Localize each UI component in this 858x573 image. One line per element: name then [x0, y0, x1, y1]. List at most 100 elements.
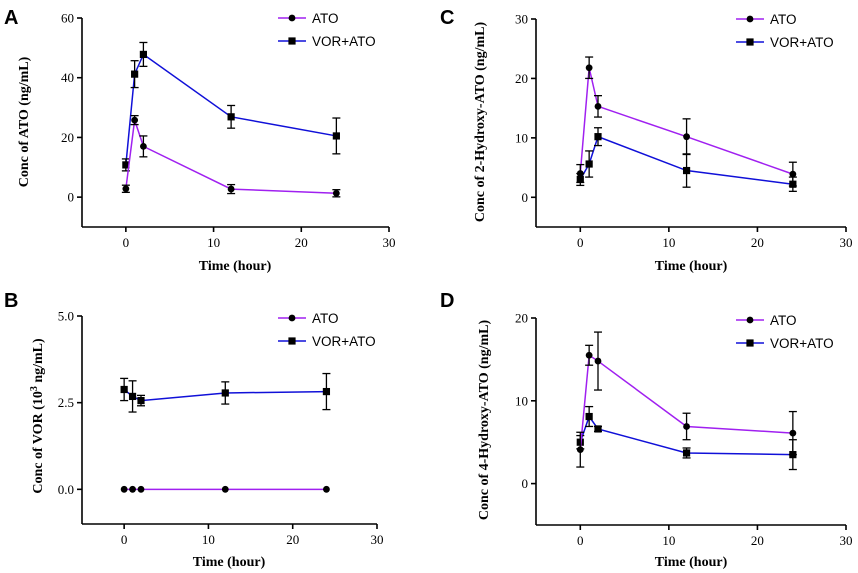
y-tick-label: 0	[68, 190, 75, 205]
data-point	[131, 116, 139, 124]
y-tick-label: 5.0	[58, 309, 74, 324]
x-tick-label: 10	[207, 235, 220, 250]
data-point	[323, 485, 330, 493]
data-point	[789, 429, 797, 437]
legend: ATO VOR+ATO	[278, 11, 376, 49]
data-point	[576, 446, 584, 454]
data-point	[322, 387, 331, 396]
legend-marker	[288, 14, 296, 22]
y-tick-label: 40	[61, 70, 74, 85]
legend-label: ATO	[312, 311, 339, 326]
legend-marker	[746, 339, 754, 347]
legend-label: ATO	[770, 313, 797, 328]
data-point	[221, 389, 229, 397]
x-axis-title: Time (hour)	[655, 555, 728, 570]
y-axis-title: Conc of VOR (103 ng/mL)	[29, 338, 47, 494]
legend-label: VOR+ATO	[312, 34, 376, 49]
data-point	[128, 392, 137, 401]
data-point	[585, 64, 593, 72]
y-tick-label: 60	[61, 11, 74, 26]
y-tick-label: 30	[515, 12, 528, 27]
x-tick-label: 30	[840, 235, 853, 250]
data-point	[122, 161, 130, 169]
panel-c: C 0 10 20 30 0 10 20 30 Time (hour) Conc of 2-Hydr…	[440, 7, 853, 274]
data-point	[122, 185, 130, 193]
series-vor-ato	[120, 372, 331, 413]
y-axis-title-tail: ng/mL)	[31, 338, 46, 386]
x-tick-label: 30	[383, 235, 396, 250]
x-tick-label: 10	[662, 533, 675, 548]
x-tick-label: 0	[577, 235, 584, 250]
x-axis-title: Time (hour)	[655, 259, 728, 274]
y-axis-title: Conc of ATO (ng/mL)	[17, 56, 32, 187]
panel-letter: C	[440, 7, 454, 29]
data-point	[120, 485, 128, 493]
data-point	[585, 160, 593, 168]
x-tick-label: 0	[121, 532, 128, 547]
panel-d: D 0 10 20 30 0 10 20 Time (hour) Conc of 4-Hydrox…	[440, 290, 853, 570]
data-point	[594, 102, 602, 110]
series-ato	[576, 56, 797, 187]
y-tick-label: 10	[515, 130, 528, 145]
legend-label: ATO	[770, 12, 797, 27]
x-tick-label: 10	[662, 235, 675, 250]
y-tick-label: 0	[522, 476, 529, 491]
series-line	[125, 119, 337, 195]
panel-letter: B	[4, 290, 18, 312]
data-point	[131, 70, 139, 78]
panel-letter: A	[4, 7, 18, 29]
legend-label: VOR+ATO	[770, 336, 834, 351]
series-ato	[120, 485, 330, 493]
legend: ATO VOR+ATO	[736, 12, 834, 50]
y-tick-label: 20	[61, 130, 74, 145]
data-point	[682, 449, 691, 457]
legend: ATO VOR+ATO	[278, 311, 376, 349]
legend-label: VOR+ATO	[770, 35, 834, 50]
x-tick-label: 0	[123, 235, 130, 250]
series-ato	[576, 331, 797, 468]
data-point	[227, 113, 235, 121]
x-tick-label: 20	[295, 235, 308, 250]
data-point	[227, 185, 235, 193]
legend-marker	[288, 314, 296, 322]
data-point	[683, 133, 690, 141]
data-point	[682, 166, 691, 175]
data-point	[594, 357, 602, 365]
y-axis-title: Conc of 4-Hydroxy-ATO (ng/mL)	[477, 320, 492, 521]
y-axis-title: Conc of 2-Hydroxy-ATO (ng/mL)	[473, 22, 488, 223]
data-point	[120, 385, 128, 394]
x-tick-label: 20	[751, 533, 764, 548]
x-tick-label: 10	[202, 532, 215, 547]
x-tick-label: 30	[371, 532, 384, 547]
legend-marker	[288, 37, 296, 45]
panel-letter: D	[440, 290, 454, 312]
data-point	[221, 485, 229, 493]
x-axis-title: Time (hour)	[193, 555, 266, 570]
data-point	[137, 396, 145, 405]
data-point	[576, 170, 584, 177]
legend-label: ATO	[312, 11, 339, 26]
y-tick-label: 2.5	[58, 395, 74, 410]
y-tick-label: 0	[522, 190, 529, 205]
data-point	[332, 132, 340, 140]
data-point	[585, 412, 593, 421]
panel-a: A 0 10 20 30 0 20 40 60 Time (hour) Conc of ATO (n…	[4, 7, 396, 274]
data-point	[594, 133, 602, 141]
legend-marker	[746, 38, 754, 46]
x-tick-label: 30	[840, 533, 853, 548]
y-axis-title-superscript: 3	[29, 386, 40, 391]
panel-b: B 0 10 20 30 0.0 2.5 5.0 Time (hour) Conc of VOR …	[4, 290, 384, 570]
data-point	[683, 423, 690, 430]
data-point	[139, 50, 147, 59]
series-ato	[121, 114, 341, 198]
legend-marker	[746, 15, 754, 23]
legend-label: VOR+ATO	[312, 334, 376, 349]
legend-marker	[746, 316, 754, 324]
x-axis-title: Time (hour)	[199, 259, 272, 274]
legend: ATO VOR+ATO	[736, 313, 834, 351]
data-point	[140, 142, 147, 150]
data-point	[585, 351, 593, 359]
y-tick-label: 0.0	[58, 482, 74, 497]
data-point	[594, 425, 602, 433]
